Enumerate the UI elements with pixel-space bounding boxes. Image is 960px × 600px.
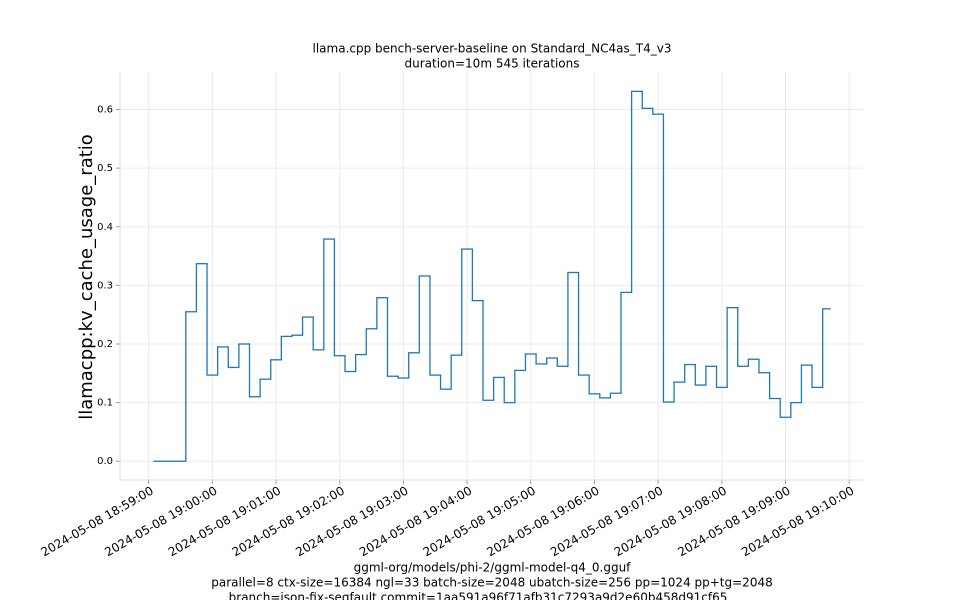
x-tick-label: 2024-05-08 19:00:00 — [102, 484, 219, 560]
y-axis-label: llamacpp:kv_cache_usage_ratio — [76, 134, 97, 420]
y-tick-label: 0.4 — [97, 222, 113, 233]
x-tick-label: 2024-05-08 19:03:00 — [293, 484, 410, 560]
x-tick-label: 2024-05-08 19:02:00 — [230, 484, 347, 560]
x-tick-label: 2024-05-08 19:04:00 — [357, 484, 474, 560]
x-tick-label: 2024-05-08 19:06:00 — [484, 484, 601, 560]
y-tick-label: 0.2 — [97, 339, 113, 350]
y-tick-label: 0.3 — [97, 280, 113, 291]
chart-subtitle: duration=10m 545 iterations — [405, 57, 580, 71]
x-axis-label: ggml-org/models/phi-2/ggml-model-q4_0.gg… — [354, 561, 632, 575]
y-tick-label: 0.5 — [97, 163, 113, 174]
x-tick-label: 2024-05-08 19:10:00 — [739, 484, 856, 560]
x-tick-label: 2024-05-08 19:08:00 — [612, 484, 729, 560]
x-tick-label: 2024-05-08 18:59:00 — [39, 484, 156, 560]
x-tick-label: 2024-05-08 19:05:00 — [421, 484, 538, 560]
x-axis-label: branch=json-fix-segfault commit=1aa591a9… — [229, 591, 728, 600]
x-tick-label: 2024-05-08 19:09:00 — [675, 484, 792, 560]
y-tick-label: 0.1 — [97, 398, 113, 409]
y-tick-label: 0.6 — [97, 105, 113, 116]
x-tick-label: 2024-05-08 19:07:00 — [548, 484, 665, 560]
x-tick-label: 2024-05-08 19:01:00 — [166, 484, 283, 560]
x-axis-label: parallel=8 ctx-size=16384 ngl=33 batch-s… — [211, 576, 772, 590]
chart-title: llama.cpp bench-server-baseline on Stand… — [313, 42, 672, 56]
y-tick-label: 0.0 — [97, 456, 113, 467]
